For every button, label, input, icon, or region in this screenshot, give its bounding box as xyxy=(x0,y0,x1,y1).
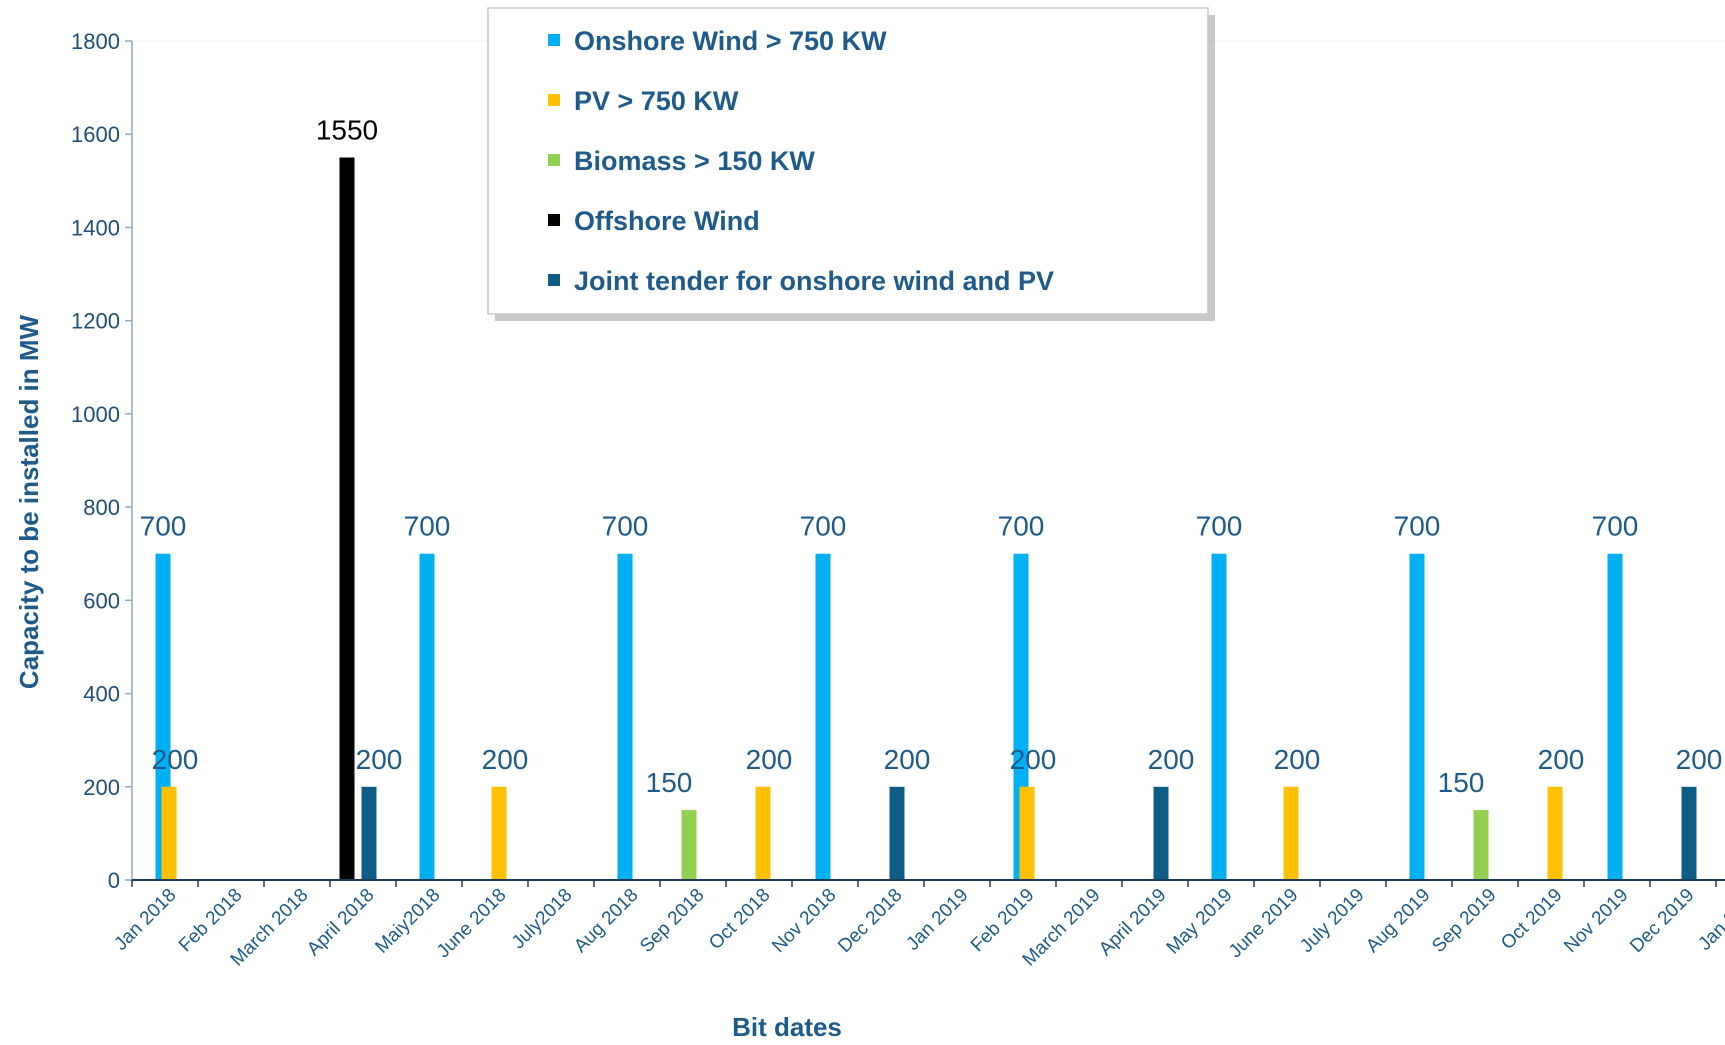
data-label: 200 xyxy=(746,744,793,775)
legend-swatch xyxy=(548,94,560,106)
y-tick-label: 1200 xyxy=(71,309,120,334)
y-tick-label: 1600 xyxy=(71,122,120,147)
data-label: 200 xyxy=(1148,744,1195,775)
legend-label: Onshore Wind > 750 KW xyxy=(574,26,887,56)
bar xyxy=(815,553,831,880)
x-tick-label: Jan 2020 xyxy=(1694,885,1725,955)
y-axis-title: Capacity to be installed in MW xyxy=(14,314,44,689)
data-label: 700 xyxy=(998,511,1045,542)
x-tick-label: Jan 2018 xyxy=(110,885,180,955)
legend-label: Joint tender for onshore wind and PV xyxy=(574,266,1054,296)
bars xyxy=(155,157,1697,880)
bar xyxy=(755,786,771,880)
bar xyxy=(339,157,355,880)
data-label: 1550 xyxy=(316,115,378,146)
legend-swatch xyxy=(548,214,560,226)
data-label: 700 xyxy=(1196,511,1243,542)
bar xyxy=(1153,786,1169,880)
x-tick-label: July 2019 xyxy=(1296,885,1368,957)
x-tick-label: Jan 2019 xyxy=(902,885,972,955)
legend-label: Biomass > 150 KW xyxy=(574,146,815,176)
y-tick-label: 1400 xyxy=(71,215,120,240)
x-tick-label: Sep 2019 xyxy=(1428,885,1500,957)
x-tick-label: Dec 2019 xyxy=(1626,885,1698,957)
data-label: 700 xyxy=(1592,511,1639,542)
data-label: 150 xyxy=(1438,767,1485,798)
legend: Onshore Wind > 750 KW PV > 750 KW Biomass … xyxy=(487,7,1215,321)
x-tick-label: Sep 2018 xyxy=(636,885,708,957)
x-tick-label: Oct 2019 xyxy=(1497,885,1566,954)
y-tick-label: 1000 xyxy=(71,402,120,427)
y-tick-label: 600 xyxy=(83,588,120,613)
data-label: 200 xyxy=(482,744,529,775)
legend-box xyxy=(487,7,1209,315)
data-label: 700 xyxy=(602,511,649,542)
legend-label: PV > 750 KW xyxy=(574,86,739,116)
bar xyxy=(1409,553,1425,880)
y-tick-label: 800 xyxy=(83,495,120,520)
data-label: 200 xyxy=(152,744,199,775)
data-label: 700 xyxy=(140,511,187,542)
bar xyxy=(1681,786,1697,880)
bar xyxy=(1283,786,1299,880)
x-axis-title: Bit dates xyxy=(732,1012,842,1042)
bar xyxy=(1019,786,1035,880)
data-label: 200 xyxy=(1274,744,1321,775)
legend-swatch xyxy=(548,274,560,286)
x-tick-label: Aug 2018 xyxy=(570,885,642,957)
x-tick-label: June 2019 xyxy=(1225,885,1303,963)
x-tick-label: July2018 xyxy=(508,885,577,954)
data-label: 200 xyxy=(1010,744,1057,775)
data-label: 700 xyxy=(1394,511,1441,542)
y-tick-label: 0 xyxy=(108,868,120,893)
legend-swatch xyxy=(548,154,560,166)
y-tick-labels: 0 200 400 600 800 1000 1200 1400 1600 1800 xyxy=(71,29,120,893)
y-tick-label: 200 xyxy=(83,775,120,800)
x-tick-label: Oct 2018 xyxy=(705,885,774,954)
bar xyxy=(1547,786,1563,880)
data-label: 200 xyxy=(884,744,931,775)
x-tick-label: Nov 2018 xyxy=(768,885,840,957)
bar xyxy=(1211,553,1227,880)
data-label: 200 xyxy=(1538,744,1585,775)
bar xyxy=(491,786,507,880)
data-label: 700 xyxy=(404,511,451,542)
legend-swatch xyxy=(548,34,560,46)
data-label: 200 xyxy=(356,744,403,775)
data-label: 700 xyxy=(800,511,847,542)
bar xyxy=(617,553,633,880)
data-labels: 7007007007007007007007001000950950200200… xyxy=(140,115,1723,799)
bar xyxy=(681,810,697,880)
y-tick-label: 400 xyxy=(83,682,120,707)
data-label: 200 xyxy=(1676,744,1723,775)
bar xyxy=(161,786,177,880)
x-tick-label: April 2019 xyxy=(1095,885,1170,960)
bar xyxy=(361,786,377,880)
x-tick-label: Dec 2018 xyxy=(834,885,906,957)
legend-label: Offshore Wind xyxy=(574,206,760,236)
x-tick-label: June 2018 xyxy=(433,885,511,963)
x-tick-label: Nov 2019 xyxy=(1560,885,1632,957)
bar xyxy=(889,786,905,880)
x-tick-label: April 2018 xyxy=(303,885,378,960)
data-label: 150 xyxy=(646,767,693,798)
axes xyxy=(125,40,1725,887)
bar xyxy=(1473,810,1489,880)
x-tick-label: Aug 2019 xyxy=(1362,885,1434,957)
bar xyxy=(1607,553,1623,880)
bar xyxy=(419,553,435,880)
y-tick-label: 1800 xyxy=(71,29,120,54)
